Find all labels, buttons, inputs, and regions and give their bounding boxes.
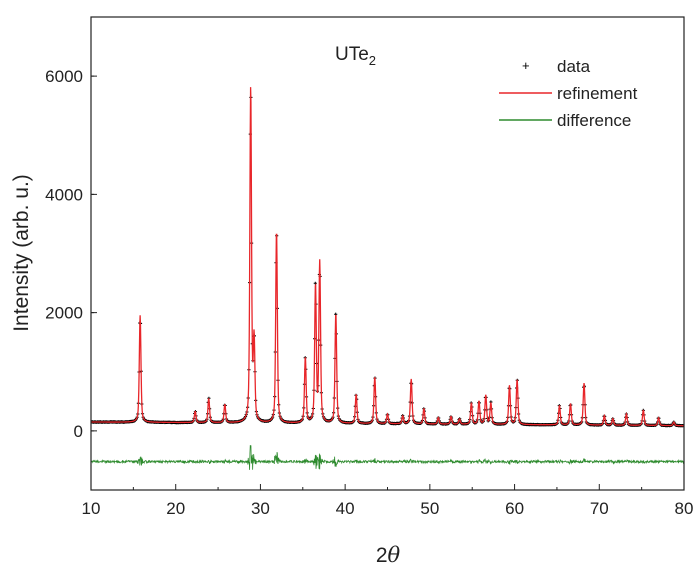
legend-label-refinement: refinement	[557, 84, 638, 103]
legend-label-difference: difference	[557, 111, 631, 130]
legend: + data refinement difference	[499, 57, 638, 130]
legend-marker-data: +	[522, 58, 530, 73]
y-tick-label: 0	[74, 422, 83, 441]
x-tick-label: 40	[336, 499, 355, 518]
refinement-series-line	[91, 87, 684, 427]
y-tick-label: 6000	[45, 67, 83, 86]
x-tick-label: 70	[590, 499, 609, 518]
x-axis-ticks: 10 20 30 40 50 60 70 80	[82, 484, 694, 518]
y-axis-title: Intensity (arb. u.)	[10, 174, 33, 332]
difference-series-line	[91, 445, 684, 470]
data-series-points	[91, 95, 684, 428]
x-tick-label: 30	[251, 499, 270, 518]
y-axis-ticks: 0 2000 4000 6000	[45, 67, 97, 441]
legend-label-data: data	[557, 57, 591, 76]
x-tick-label: 80	[675, 499, 694, 518]
y-tick-label: 4000	[45, 185, 83, 204]
legend-item-refinement: refinement	[499, 84, 638, 103]
x-tick-label: 20	[166, 499, 185, 518]
x-tick-label: 10	[82, 499, 101, 518]
y-tick-label: 2000	[45, 304, 83, 323]
data-point	[313, 281, 317, 285]
x-axis-title: 2θ	[376, 543, 401, 567]
chart-title: UTe2	[335, 44, 376, 68]
legend-item-data: + data	[522, 57, 591, 76]
legend-item-difference: difference	[499, 111, 631, 130]
x-tick-label: 50	[420, 499, 439, 518]
x-tick-label: 60	[505, 499, 524, 518]
